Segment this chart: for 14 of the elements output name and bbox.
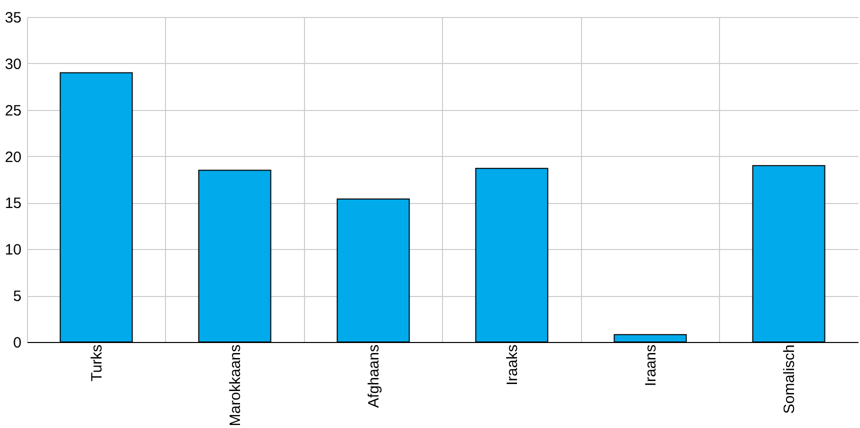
y-tick-label: 25 — [4, 102, 22, 120]
y-tick-label: 0 — [13, 334, 22, 352]
x-tick-label: Afghaans — [365, 344, 382, 408]
x-tick-label: Somalisch — [780, 344, 798, 414]
x-tick-label: Turks — [88, 344, 106, 382]
y-tick-label: 15 — [4, 195, 22, 212]
x-tick-label: Marokkaans — [226, 344, 244, 426]
y-tick-label: 20 — [4, 148, 22, 166]
y-tick-label: 5 — [13, 288, 22, 306]
y-tick-label: 10 — [4, 242, 22, 259]
y-tick-label: 35 — [4, 10, 22, 26]
x-tick-label: Iraaks — [504, 344, 521, 386]
x-tick-label: Iraans — [642, 344, 660, 386]
y-tick-label: 30 — [4, 56, 22, 73]
